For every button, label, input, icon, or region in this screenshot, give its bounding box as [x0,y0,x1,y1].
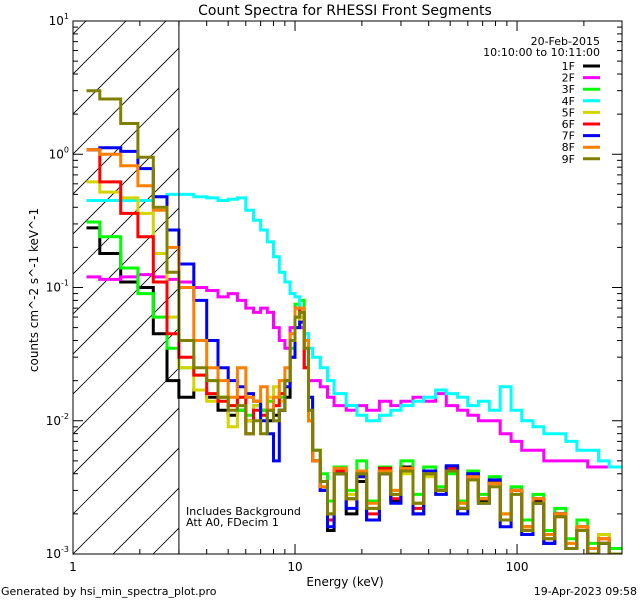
legend-label-4F: 4F [562,95,575,108]
footer-timestamp: 19-Apr-2023 09:58 [534,585,637,598]
y-tick-label: 100 [49,145,69,161]
x-tick-label: 100 [506,560,529,574]
y-tick-label: 10-2 [46,412,69,428]
y-tick-labels: 101 100 10-1 10-2 10-3 [46,12,69,561]
hatch-line [73,47,179,155]
series-4F [86,192,622,469]
x-tick-label: 1 [69,560,77,574]
legend-label-8F: 8F [562,141,575,154]
hatch-line [73,127,179,235]
legend-label-7F: 7F [562,130,575,143]
footer-generated-by: Generated by hsi_min_spectra_plot.pro [1,585,217,598]
hatched-region [73,21,179,554]
legend-label-9F: 9F [562,153,575,166]
legend-label-2F: 2F [562,72,575,85]
hatch-line [73,247,179,355]
x-tick-label: 10 [287,560,302,574]
annotation-attenuator: Att A0, FDecim 1 [186,516,279,529]
hatch-line [73,21,127,75]
hatch-line [73,447,179,554]
series-2F [86,273,622,469]
series-9F [86,89,622,554]
hatch-line [73,207,179,315]
annotation-background: Includes Background [186,505,301,518]
hatch-line [73,367,179,475]
x-tick-labels: 1 10 100 [69,560,528,574]
axis-ticks [72,20,622,555]
x-axis-label: Energy (keV) [306,575,383,589]
series-group [86,89,622,554]
legend-label-3F: 3F [562,83,575,96]
y-axis-label: counts cm^-2 s^-1 keV^-1 [27,208,41,372]
legend-label-5F: 5F [562,106,575,119]
hatch-line [73,167,179,275]
time-range-label: 10:10:00 to 10:11:00 [483,46,600,59]
hatch-line [73,21,167,115]
y-tick-label: 10-1 [46,279,69,295]
y-tick-label: 10-3 [46,545,69,561]
legend-label-1F: 1F [562,60,575,73]
y-tick-label: 101 [49,12,69,28]
date-label: 20-Feb-2015 [531,35,600,48]
chart-title: Count Spectra for RHESSI Front Segments [198,3,492,19]
legend-label-6F: 6F [562,118,575,131]
hatch-line [73,407,179,515]
